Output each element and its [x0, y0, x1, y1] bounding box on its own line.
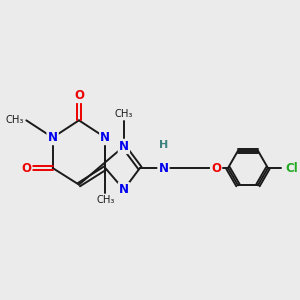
Text: N: N	[48, 131, 58, 144]
Text: N: N	[100, 131, 110, 144]
Text: O: O	[21, 161, 31, 175]
Text: N: N	[158, 161, 169, 175]
Text: O: O	[211, 161, 221, 175]
Text: O: O	[74, 89, 84, 102]
Text: N: N	[119, 183, 129, 196]
Text: CH₃: CH₃	[115, 109, 133, 119]
Text: Cl: Cl	[286, 161, 298, 175]
Text: N: N	[119, 140, 129, 153]
Text: CH₃: CH₃	[6, 116, 24, 125]
Text: CH₃: CH₃	[96, 195, 115, 205]
Text: H: H	[159, 140, 168, 150]
